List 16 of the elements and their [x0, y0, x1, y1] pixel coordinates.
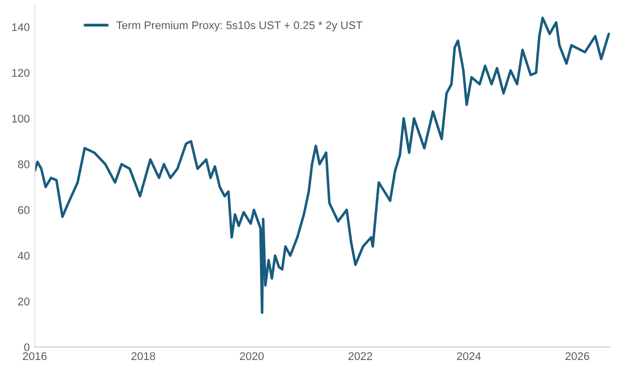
x-tick-label: 2022	[348, 352, 372, 360]
legend-label: Term Premium Proxy: 5s10s UST + 0.25 * 2y UST	[116, 20, 362, 32]
x-tick-label: 2020	[240, 352, 264, 360]
x-tick-label: 2016	[22, 352, 47, 360]
x-tick-label: 2024	[457, 352, 481, 360]
y-tick-label: 140	[12, 23, 30, 32]
line-series	[34, 16, 610, 314]
y-tick-label: 120	[12, 68, 30, 77]
y-tick-label: 20	[18, 298, 30, 306]
y-tick-label: 100	[12, 114, 30, 123]
x-tick-label: 2026	[566, 352, 590, 360]
y-tick-label: 0	[24, 343, 30, 352]
y-tick-label: 40	[18, 252, 30, 260]
y-tick-label: 80	[18, 160, 30, 168]
y-tick-label: 60	[18, 206, 30, 214]
x-tick-label: 2018	[131, 352, 156, 360]
